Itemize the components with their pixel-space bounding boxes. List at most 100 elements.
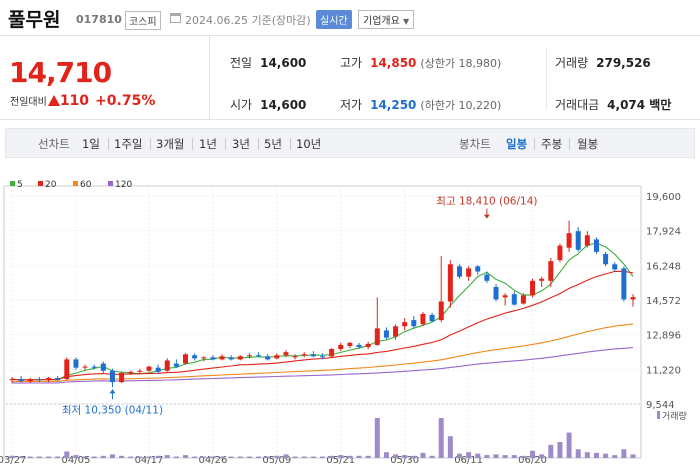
- y-tick-label: 12,896: [646, 331, 681, 342]
- stock-code: 017810: [76, 13, 122, 26]
- candle-monthly[interactable]: 월봉: [577, 137, 599, 151]
- candle-body: [530, 280, 536, 296]
- candle-body: [55, 378, 61, 381]
- divider: [192, 138, 193, 150]
- candle-body: [539, 278, 545, 281]
- legend-label: 60: [80, 180, 92, 190]
- volume-bar: [183, 455, 189, 458]
- x-tick-label: 03/27: [0, 455, 26, 466]
- volume-bar: [402, 455, 408, 458]
- stat-amount: 거래대금 4,074 백만: [555, 96, 671, 113]
- calendar-icon: [170, 13, 181, 23]
- period-1w[interactable]: 1주일: [114, 137, 143, 151]
- candle-body: [447, 264, 453, 302]
- candle-body: [183, 354, 189, 364]
- candle-chart-label[interactable]: 봉차트: [459, 137, 491, 151]
- chart-toolbar: 선차트 1일 1주일 3개월 1년 3년 5년 10년 봉차트 일봉 주봉 월봉: [5, 128, 695, 158]
- candle-body: [520, 295, 526, 304]
- volume-bar: [347, 455, 353, 458]
- candle-daily[interactable]: 일봉: [506, 137, 528, 151]
- period-1d[interactable]: 1일: [82, 137, 100, 151]
- x-tick-label: 06/11: [454, 455, 483, 466]
- volume-bar: [201, 456, 207, 458]
- stock-name: 풀무원: [8, 9, 61, 31]
- candle-body: [493, 287, 499, 300]
- volume-bar: [27, 456, 33, 458]
- volume-bar: [566, 432, 572, 458]
- period-5y[interactable]: 5년: [264, 137, 282, 151]
- volume-bar: [64, 451, 70, 458]
- candle-body: [502, 295, 508, 298]
- header: 풀무원 017810 코스피 2024.06.25 기준(장마감) 실시간 기업…: [0, 0, 700, 36]
- volume-bar: [575, 449, 581, 458]
- candle-weekly[interactable]: 주봉: [541, 137, 563, 151]
- candle-body: [566, 233, 572, 248]
- volume-bar: [584, 452, 590, 458]
- period-10y[interactable]: 10년: [296, 137, 322, 151]
- candle-body: [429, 314, 435, 322]
- legend-label: 5: [17, 180, 23, 190]
- volume-bar: [502, 455, 508, 458]
- volume-bar: [100, 455, 106, 458]
- volume-bar: [603, 453, 609, 458]
- candle-body: [301, 354, 307, 356]
- volume-bar: [530, 450, 536, 458]
- stat-volume: 거래량 279,526: [555, 54, 651, 71]
- line-chart-label[interactable]: 선차트: [38, 137, 70, 151]
- volume-bar: [36, 456, 42, 458]
- candle-body: [36, 379, 42, 381]
- candle-body: [411, 320, 417, 327]
- volume-bar: [274, 455, 280, 458]
- divider: [258, 138, 259, 150]
- candle-body: [228, 357, 234, 360]
- volume-bar: [329, 455, 335, 458]
- period-3m[interactable]: 3개월: [156, 137, 185, 151]
- stat-low: 저가 14,250 (하한가 10,220): [340, 96, 501, 113]
- volume-bar: [612, 455, 618, 458]
- price-summary: 14,710 전일대비 110 +0.75% 전일 14,600 고가 14,850 (상…: [0, 36, 700, 120]
- y-tick-label: 19,600: [646, 192, 681, 203]
- up-triangle-icon: [47, 95, 60, 106]
- candle-body: [155, 367, 161, 372]
- divider: [150, 138, 151, 150]
- volume-bar: [173, 456, 179, 458]
- legend-swatch: [108, 181, 113, 186]
- volume-bar: [82, 456, 88, 458]
- stat-value: 14,600: [260, 98, 307, 112]
- candle-body: [292, 356, 298, 358]
- min-price-annotation: 최저 10,350 (04/11): [62, 404, 163, 416]
- stat-sub: (상한가 18,980): [420, 57, 502, 70]
- volume-bar: [283, 454, 289, 458]
- realtime-button[interactable]: 실시간: [316, 10, 352, 29]
- volume-bar: [356, 455, 362, 458]
- candle-body: [210, 357, 216, 360]
- company-overview-button[interactable]: 기업개요 ▼: [358, 10, 415, 29]
- stat-label: 시가: [230, 98, 253, 112]
- candle-body: [329, 349, 335, 357]
- candle-body: [612, 264, 618, 270]
- date-text: 2024.06.25 기준(장마감): [185, 14, 311, 27]
- candle-body: [338, 344, 344, 350]
- stat-label: 전일: [230, 56, 253, 70]
- candle-body: [119, 372, 125, 383]
- volume-bar: [320, 456, 325, 458]
- candle-body: [219, 356, 225, 360]
- ma120-line: [11, 347, 634, 384]
- period-1y[interactable]: 1년: [199, 137, 217, 151]
- volume-bar: [292, 456, 298, 458]
- period-3y[interactable]: 3년: [232, 137, 250, 151]
- candle-body: [201, 357, 207, 359]
- divider: [108, 138, 109, 150]
- candle-body: [27, 379, 33, 382]
- candle-body: [484, 274, 490, 281]
- divider: [225, 138, 226, 150]
- stat-prev-close: 전일 14,600: [230, 54, 306, 71]
- candle-body: [593, 239, 599, 252]
- volume-bar: [137, 456, 143, 458]
- candle-body: [575, 231, 581, 250]
- volume-bar: [210, 456, 216, 458]
- stat-label: 고가: [340, 56, 363, 70]
- chart-frame: [3, 185, 642, 459]
- candlestick-chart[interactable]: 19,600 17,924 16,248 14,572 12,896 11,220 9,54…: [0, 172, 700, 469]
- volume-bar: [91, 456, 97, 458]
